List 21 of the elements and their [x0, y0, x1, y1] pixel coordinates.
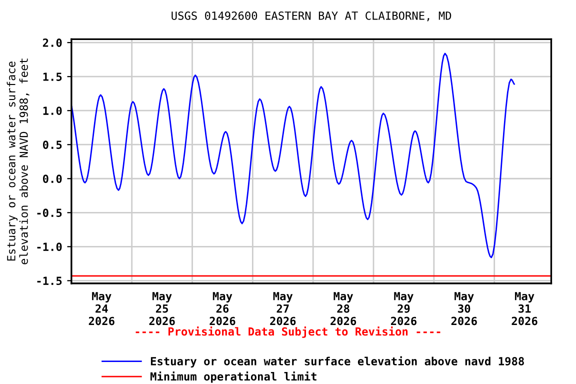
y-tick-label: 2.0 [42, 38, 62, 47]
legend-label: Minimum operational limit [150, 371, 316, 383]
y-tick-label: 0.0 [42, 174, 62, 184]
text: ---- Provisional Data Subject to Revision ---- [136, 326, 440, 338]
x-tick-label: May 25 2026 [149, 292, 175, 326]
x-tick-label: May 27 2026 [270, 292, 296, 326]
y-tick-label: -1.5 [37, 276, 62, 286]
x-tick-label: May 30 2026 [451, 292, 477, 326]
x-tick-label: May 24 2026 [88, 292, 114, 326]
x-tick-label: May 31 2026 [512, 292, 538, 326]
chart-title: USGS 01492600 EASTERN BAY AT CLAIBORNE, MD [172, 11, 452, 22]
x-tick-label: May 26 2026 [210, 292, 236, 326]
y-tick-label: 0.5 [42, 140, 62, 149]
y-tick-label: 1.0 [43, 106, 62, 115]
legend-label: Estuary or ocean water surface elevation above navd 1988 [150, 356, 524, 368]
x-tick-label: May 28 2026 [330, 292, 356, 326]
y-tick-label: -1.0 [37, 242, 62, 252]
y-tick-label: -0.5 [37, 208, 62, 218]
y-tick-label: 1.5 [43, 72, 62, 81]
x-tick-label: May 29 2026 [390, 292, 416, 326]
y-axis-title: Estuary or ocean water surface elevation above NAVD 1988, feet [6, 58, 30, 264]
